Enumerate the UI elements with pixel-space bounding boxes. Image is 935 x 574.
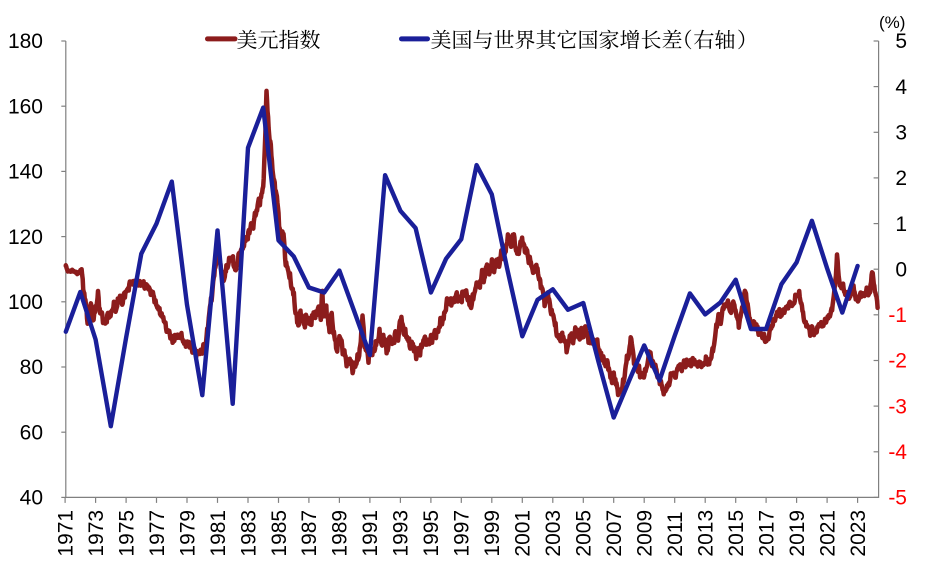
svg-text:40: 40: [20, 487, 43, 510]
svg-text:1987: 1987: [298, 510, 321, 557]
svg-text:2017: 2017: [755, 510, 778, 557]
svg-text:3: 3: [895, 122, 907, 145]
svg-text:-1: -1: [888, 304, 907, 327]
svg-text:80: 80: [20, 356, 43, 379]
svg-text:180: 180: [8, 30, 43, 53]
svg-text:100: 100: [8, 291, 43, 314]
svg-text:1983: 1983: [237, 510, 260, 557]
svg-text:2001: 2001: [512, 510, 535, 557]
svg-text:-3: -3: [888, 395, 907, 418]
svg-text:2007: 2007: [603, 510, 626, 557]
svg-text:(%): (%): [879, 13, 905, 32]
svg-text:1981: 1981: [207, 510, 230, 557]
svg-text:2015: 2015: [725, 510, 748, 557]
svg-text:1985: 1985: [268, 510, 291, 557]
svg-text:-4: -4: [888, 441, 907, 464]
svg-text:1991: 1991: [359, 510, 382, 557]
svg-text:2021: 2021: [816, 510, 839, 557]
svg-text:1: 1: [895, 213, 907, 236]
svg-text:2: 2: [895, 167, 907, 190]
svg-text:1999: 1999: [481, 510, 504, 557]
svg-text:2023: 2023: [847, 510, 870, 557]
svg-text:1977: 1977: [146, 510, 169, 557]
svg-text:1995: 1995: [420, 510, 443, 557]
svg-text:2003: 2003: [542, 510, 565, 557]
svg-text:2009: 2009: [634, 510, 657, 557]
svg-text:1993: 1993: [390, 510, 413, 557]
svg-text:1989: 1989: [329, 510, 352, 557]
svg-text:5: 5: [895, 30, 907, 53]
svg-text:-5: -5: [888, 487, 907, 510]
svg-text:1975: 1975: [115, 510, 138, 557]
svg-text:1997: 1997: [451, 510, 474, 557]
svg-text:60: 60: [20, 421, 43, 444]
svg-text:120: 120: [8, 226, 43, 249]
svg-text:160: 160: [8, 95, 43, 118]
svg-text:2011: 2011: [664, 511, 687, 556]
svg-text:1971: 1971: [54, 510, 77, 557]
svg-text:1973: 1973: [85, 510, 108, 557]
svg-text:2019: 2019: [786, 510, 809, 557]
svg-text:2005: 2005: [573, 510, 596, 557]
svg-text:-2: -2: [888, 350, 907, 373]
svg-text:140: 140: [8, 161, 43, 184]
svg-text:0: 0: [895, 258, 907, 281]
svg-text:1979: 1979: [176, 510, 199, 557]
svg-text:2013: 2013: [695, 510, 718, 557]
svg-text:4: 4: [895, 76, 907, 99]
